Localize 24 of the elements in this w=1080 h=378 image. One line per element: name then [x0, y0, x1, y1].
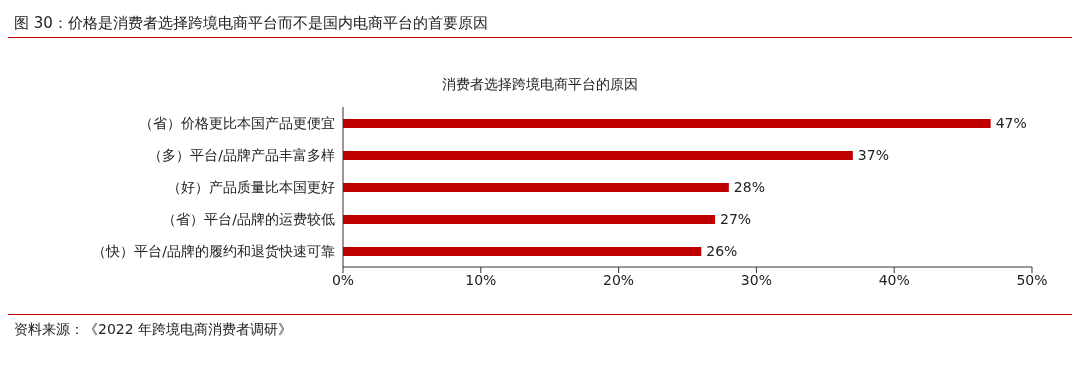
y-tick-label: （快）平台/品牌的履约和退货快速可靠: [92, 242, 335, 259]
x-tick-label: 50%: [1016, 271, 1048, 288]
chart-title: 消费者选择跨境电商平台的原因: [441, 76, 639, 94]
bar: [343, 151, 853, 160]
bar: [343, 119, 991, 128]
x-tick-label: 20%: [603, 271, 635, 288]
bar: [343, 183, 729, 192]
data-label: 47%: [995, 115, 1027, 132]
data-label: 26%: [706, 243, 738, 260]
text: 资料来源：《2022 年跨境电商消费者调研》: [14, 321, 294, 339]
bar: [343, 215, 716, 224]
y-tick-label: （省）平台/品牌的运费较低: [162, 210, 335, 227]
data-label: 37%: [857, 147, 889, 164]
y-tick-label: （省）价格更比本国产品更便宜: [139, 114, 335, 131]
y-tick-label: （好）产品质量比本国更好: [167, 178, 335, 195]
y-tick-label: （多）平台/品牌产品丰富多样: [148, 146, 335, 163]
chart-subtitle: 图 30：价格是消费者选择跨境电商平台而不是国内电商平台的首要原因: [8, 8, 1072, 38]
x-tick-label: 0%: [331, 271, 355, 288]
bar: [343, 247, 702, 256]
data-label: 27%: [720, 211, 752, 228]
x-tick-label: 30%: [740, 271, 772, 288]
data-label: 28%: [733, 179, 765, 196]
x-tick-label: 10%: [465, 271, 497, 288]
x-tick-label: 40%: [878, 271, 910, 288]
